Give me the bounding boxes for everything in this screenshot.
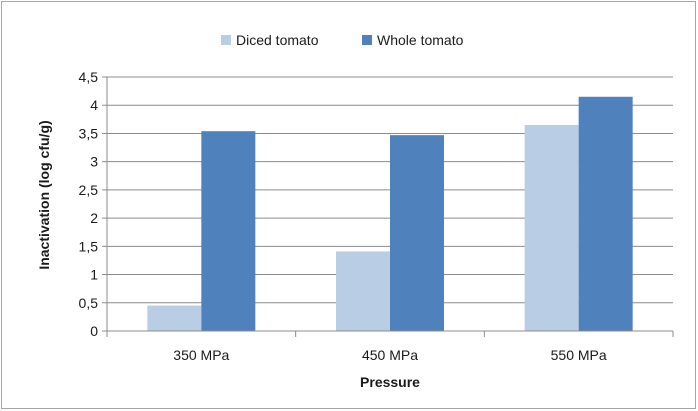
axes (102, 76, 674, 337)
x-tick-label: 550 MPa (551, 347, 607, 363)
y-tick-label: 0,5 (79, 295, 99, 311)
bar-diced-tomato (147, 305, 202, 331)
x-axis-title: Pressure (360, 374, 420, 390)
y-tick-label: 2 (90, 210, 98, 226)
bar-diced-tomato (336, 251, 390, 331)
bar-whole-tomato (390, 135, 444, 331)
legend-label: Diced tomato (236, 32, 319, 48)
legend-swatch (221, 35, 231, 45)
x-tick-labels: 350 MPa 450 MPa 550 MPa (173, 347, 607, 363)
x-tick-label: 350 MPa (173, 347, 229, 363)
legend-swatch (362, 35, 372, 45)
bar-whole-tomato (578, 96, 633, 331)
bars (147, 96, 633, 331)
y-tick-label: 1 (90, 267, 98, 283)
y-tick-labels: 0 0,5 1 1,5 2 2,5 3 3,5 4 4,5 (79, 69, 99, 339)
y-tick-label: 2,5 (79, 182, 99, 198)
y-tick-label: 4 (90, 97, 98, 113)
bar-whole-tomato (201, 131, 256, 331)
bar-diced-tomato (524, 124, 579, 331)
y-tick-label: 3,5 (79, 125, 99, 141)
y-tick-label: 4,5 (79, 69, 99, 85)
y-tick-label: 3 (90, 154, 98, 170)
y-axis-title: Inactivation (log cfu/g) (36, 120, 52, 269)
x-tick-label: 450 MPa (362, 347, 418, 363)
y-tick-label: 0 (90, 323, 98, 339)
y-tick-label: 1,5 (79, 238, 99, 254)
legend-label: Whole tomato (377, 32, 464, 48)
legend: Diced tomato Whole tomato (221, 32, 464, 48)
